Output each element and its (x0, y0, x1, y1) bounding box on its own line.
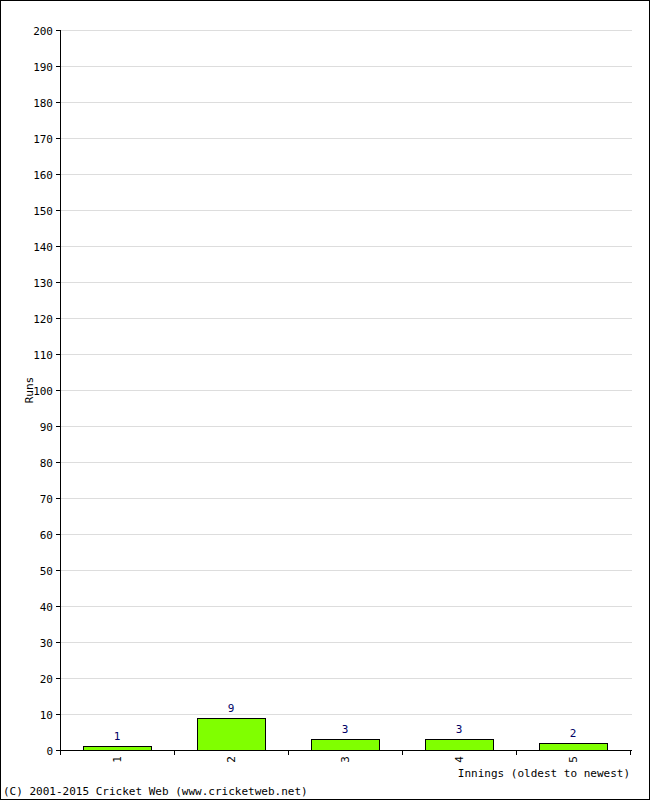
grid-line (60, 750, 632, 751)
y-tick-label: 80 (40, 457, 53, 470)
grid-line (60, 714, 632, 715)
x-tick (630, 750, 631, 755)
y-tick-label: 40 (40, 601, 53, 614)
y-tick (56, 66, 60, 67)
x-tick (288, 750, 289, 755)
data-label: 3 (342, 723, 349, 736)
y-tick-label: 60 (40, 529, 53, 542)
copyright: (C) 2001-2015 Cricket Web (www.cricketwe… (3, 785, 308, 798)
y-tick (56, 102, 60, 103)
y-tick-label: 190 (33, 61, 53, 74)
x-tick-label: 1 (111, 756, 124, 763)
y-tick (56, 138, 60, 139)
data-label: 2 (570, 727, 577, 740)
y-tick (56, 462, 60, 463)
grid-line (60, 174, 632, 175)
grid-line (60, 606, 632, 607)
y-tick (56, 570, 60, 571)
frame (1, 1, 650, 800)
y-tick (56, 678, 60, 679)
y-tick (56, 174, 60, 175)
y-tick (56, 30, 60, 31)
y-tick (56, 534, 60, 535)
y-axis-title: Runs (23, 377, 36, 404)
bar (540, 744, 608, 751)
bar (84, 747, 152, 751)
y-tick (56, 210, 60, 211)
y-tick-label: 200 (33, 25, 53, 38)
y-tick-label: 30 (40, 637, 53, 650)
bar (198, 719, 266, 751)
x-tick-label: 5 (567, 756, 580, 763)
y-tick-label: 110 (33, 349, 53, 362)
grid-line (60, 390, 632, 391)
grid-line (60, 102, 632, 103)
chart-svg: 0 10 20 30 40 50 60 70 80 90 100 110 120 130 140 150 160… (0, 0, 650, 800)
grid-line (60, 318, 632, 319)
x-tick-label: 2 (225, 756, 238, 763)
bar (312, 740, 380, 751)
grid-line (60, 498, 632, 499)
grid-line (60, 246, 632, 247)
y-tick-label: 50 (40, 565, 53, 578)
y-tick (56, 246, 60, 247)
y-tick-label: 70 (40, 493, 53, 506)
y-tick (56, 354, 60, 355)
x-tick-label: 3 (339, 756, 352, 763)
y-tick-label: 100 (33, 385, 53, 398)
y-tick (56, 282, 60, 283)
y-tick (56, 426, 60, 427)
grid-line (60, 354, 632, 355)
grid-line (60, 210, 632, 211)
grid-line (60, 426, 632, 427)
y-tick-label: 170 (33, 133, 53, 146)
y-tick (56, 642, 60, 643)
y-axis (60, 30, 61, 750)
y-tick-label: 90 (40, 421, 53, 434)
data-label: 1 (114, 730, 121, 743)
y-tick (56, 318, 60, 319)
grid-line (60, 642, 632, 643)
y-tick (56, 390, 60, 391)
grid-line (60, 282, 632, 283)
y-tick-label: 130 (33, 277, 53, 290)
grid-line (60, 678, 632, 679)
y-tick-label: 20 (40, 673, 53, 686)
y-tick-label: 120 (33, 313, 53, 326)
data-label: 3 (456, 723, 463, 736)
grid-line (60, 30, 632, 31)
y-tick-label: 180 (33, 97, 53, 110)
x-tick (516, 750, 517, 755)
y-tick (56, 606, 60, 607)
x-tick (402, 750, 403, 755)
x-tick (174, 750, 175, 755)
x-tick (60, 750, 61, 755)
y-tick-label: 150 (33, 205, 53, 218)
y-tick-label: 160 (33, 169, 53, 182)
y-tick-label: 140 (33, 241, 53, 254)
grid-line (60, 138, 632, 139)
x-axis (60, 750, 632, 751)
grid-line (60, 534, 632, 535)
bars (84, 719, 608, 751)
y-tick (56, 750, 60, 751)
x-tick-label: 4 (453, 756, 466, 763)
y-tick (56, 714, 60, 715)
data-label: 9 (228, 702, 235, 715)
y-tick-label: 10 (40, 709, 53, 722)
grid-line (60, 462, 632, 463)
grid-line (60, 570, 632, 571)
grid-line (60, 66, 632, 67)
y-tick (56, 498, 60, 499)
x-axis-title: Innings (oldest to newest) (458, 767, 630, 780)
chart-container: 0 10 20 30 40 50 60 70 80 90 100 110 120 130 140 150 160… (0, 0, 650, 800)
y-tick-label: 0 (46, 745, 53, 758)
bar (426, 740, 494, 751)
